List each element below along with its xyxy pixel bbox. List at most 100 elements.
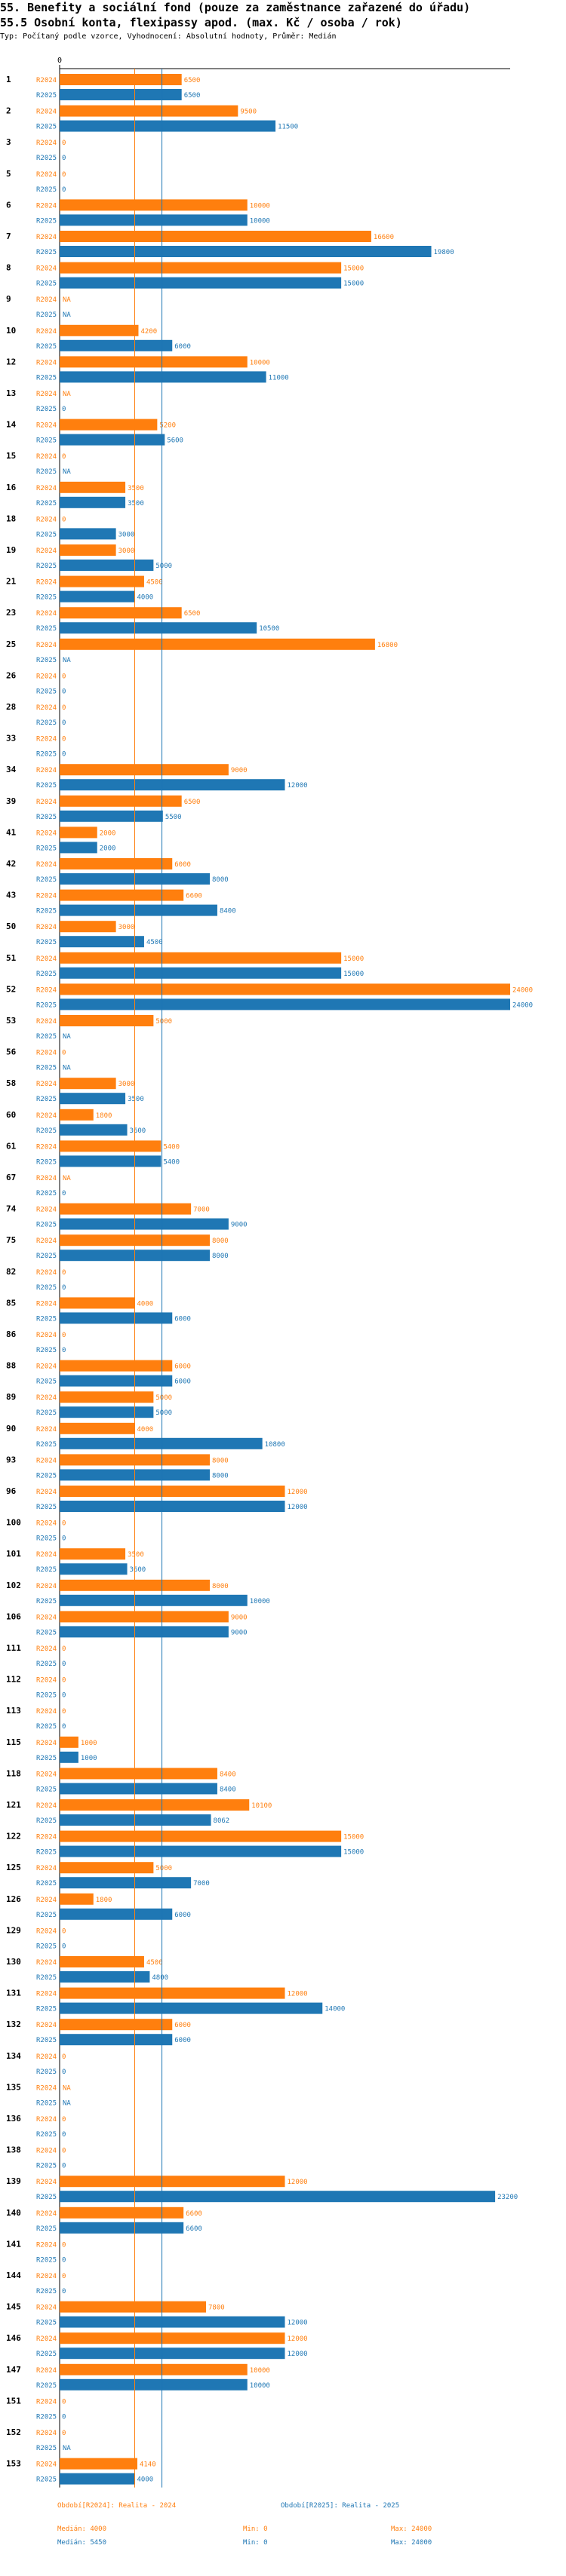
series-label: R2024 (36, 2053, 57, 2061)
row-label: 147 (6, 2365, 21, 2375)
row-label: 118 (6, 1768, 21, 1778)
row-label: 67 (6, 1173, 16, 1182)
bar-value-label: 11000 (269, 374, 289, 382)
bar-value-label: 6500 (184, 77, 201, 84)
bar-value-label: 12000 (288, 1489, 308, 1496)
bar-r2024 (60, 1862, 154, 1874)
row-label: 7 (6, 232, 11, 241)
bar-r2025 (60, 936, 144, 948)
row-label: 85 (6, 1298, 16, 1308)
bar-value-label: 10000 (250, 1598, 270, 1605)
bar-value-label: 9000 (231, 1614, 248, 1621)
bar-value-label: 8000 (212, 1237, 229, 1245)
row-label: 43 (6, 891, 16, 900)
series-label: R2025 (36, 1472, 57, 1480)
bar-r2025 (60, 1845, 342, 1857)
series-label: R2024 (36, 1143, 57, 1151)
bar-value-label: 12000 (288, 782, 308, 790)
row-label: 26 (6, 670, 17, 680)
legend-r2025-min: Min: 0 (243, 2539, 268, 2547)
series-label: R2025 (36, 1817, 57, 1825)
bar-value-label: 8000 (212, 1457, 229, 1464)
series-label: R2025 (36, 719, 57, 727)
bar-value-label: 4000 (137, 1426, 154, 1434)
row-label: 126 (6, 1894, 21, 1904)
series-label: R2025 (36, 1849, 57, 1857)
missing-label: NA (63, 311, 71, 319)
series-label: R2025 (36, 2320, 57, 2327)
series-label: R2024 (36, 359, 57, 366)
series-label: R2025 (36, 876, 57, 884)
series-label: R2024 (36, 140, 57, 147)
series-label: R2024 (36, 986, 57, 994)
series-label: R2024 (36, 1834, 57, 1842)
row-label: 141 (6, 2239, 21, 2249)
bar-value-label: 6600 (186, 2210, 202, 2218)
series-label: R2025 (36, 1096, 57, 1103)
bar-r2025 (60, 2034, 173, 2046)
bar-r2024 (60, 2458, 137, 2470)
bar-r2025 (60, 810, 163, 822)
row-label: 52 (6, 984, 16, 994)
series-label: R2025 (36, 563, 57, 570)
series-label: R2024 (36, 547, 57, 555)
bar-value-label: 6000 (174, 1378, 191, 1386)
row-label: 1 (6, 75, 11, 84)
series-label: R2025 (36, 468, 57, 476)
bar-value-label: 23200 (497, 2194, 518, 2201)
bar-value-label: 6000 (174, 1912, 191, 1919)
series-label: R2024 (36, 893, 57, 900)
series-label: R2025 (36, 1504, 57, 1511)
bar-value-label: 1000 (81, 1755, 97, 1762)
bar-value-label: 0 (62, 2053, 66, 2061)
bar-value-label: 7000 (193, 1207, 210, 1214)
bar-r2025 (60, 1563, 128, 1575)
bar-r2025 (60, 1155, 161, 1167)
series-label: R2025 (36, 1190, 57, 1198)
series-label: R2024 (36, 1897, 57, 1904)
bar-value-label: 7000 (193, 1880, 210, 1888)
bar-r2025 (60, 1124, 128, 1136)
row-label: 125 (6, 1863, 21, 1872)
bar-r2025 (60, 560, 154, 571)
bar-value-label: 8000 (212, 1472, 229, 1480)
bar-r2025 (60, 1218, 229, 1230)
bar-value-label: 0 (62, 688, 66, 695)
bar-r2024 (60, 74, 182, 85)
series-label: R2024 (36, 1300, 57, 1308)
bar-value-label: 3500 (128, 485, 144, 492)
series-label: R2025 (36, 186, 57, 194)
bar-r2025 (60, 2473, 135, 2485)
bar-r2025 (60, 1501, 285, 1512)
bar-value-label: 10800 (265, 1441, 285, 1449)
bar-value-label: 12000 (288, 2320, 308, 2327)
bar-value-label: 0 (62, 1520, 66, 1528)
row-label: 39 (6, 796, 16, 806)
bar-value-label: 9000 (231, 767, 248, 774)
series-label: R2025 (36, 2194, 57, 2201)
bar-value-label: 24000 (512, 1001, 533, 1009)
bar-r2025 (60, 496, 126, 508)
row-label: 151 (6, 2396, 21, 2406)
bar-r2025 (60, 339, 173, 351)
bar-value-label: 5000 (155, 1409, 172, 1417)
bar-value-label: 0 (62, 1269, 66, 1277)
series-label: R2024 (36, 2335, 57, 2343)
bar-value-label: 0 (62, 673, 66, 680)
bar-r2024 (60, 1611, 229, 1623)
series-label: R2024 (36, 736, 57, 744)
bar-r2024 (60, 2206, 184, 2219)
bar-value-label: 14000 (325, 2006, 345, 2013)
series-label: R2025 (36, 1158, 57, 1166)
series-label: R2024 (36, 1489, 57, 1496)
bar-r2024 (60, 105, 238, 117)
row-label: 139 (6, 2176, 21, 2186)
bar-value-label: 0 (62, 171, 66, 179)
legend-r2025-heading: Období[R2025]: Realita - 2025 (281, 2502, 399, 2510)
bar-value-label: 4000 (137, 1300, 154, 1308)
bar-value-label: 5000 (155, 1018, 172, 1026)
bar-value-label: 8000 (212, 1583, 229, 1590)
series-label: R2024 (36, 767, 57, 774)
bar-value-label: 0 (62, 1708, 66, 1716)
bar-r2024 (60, 921, 116, 933)
